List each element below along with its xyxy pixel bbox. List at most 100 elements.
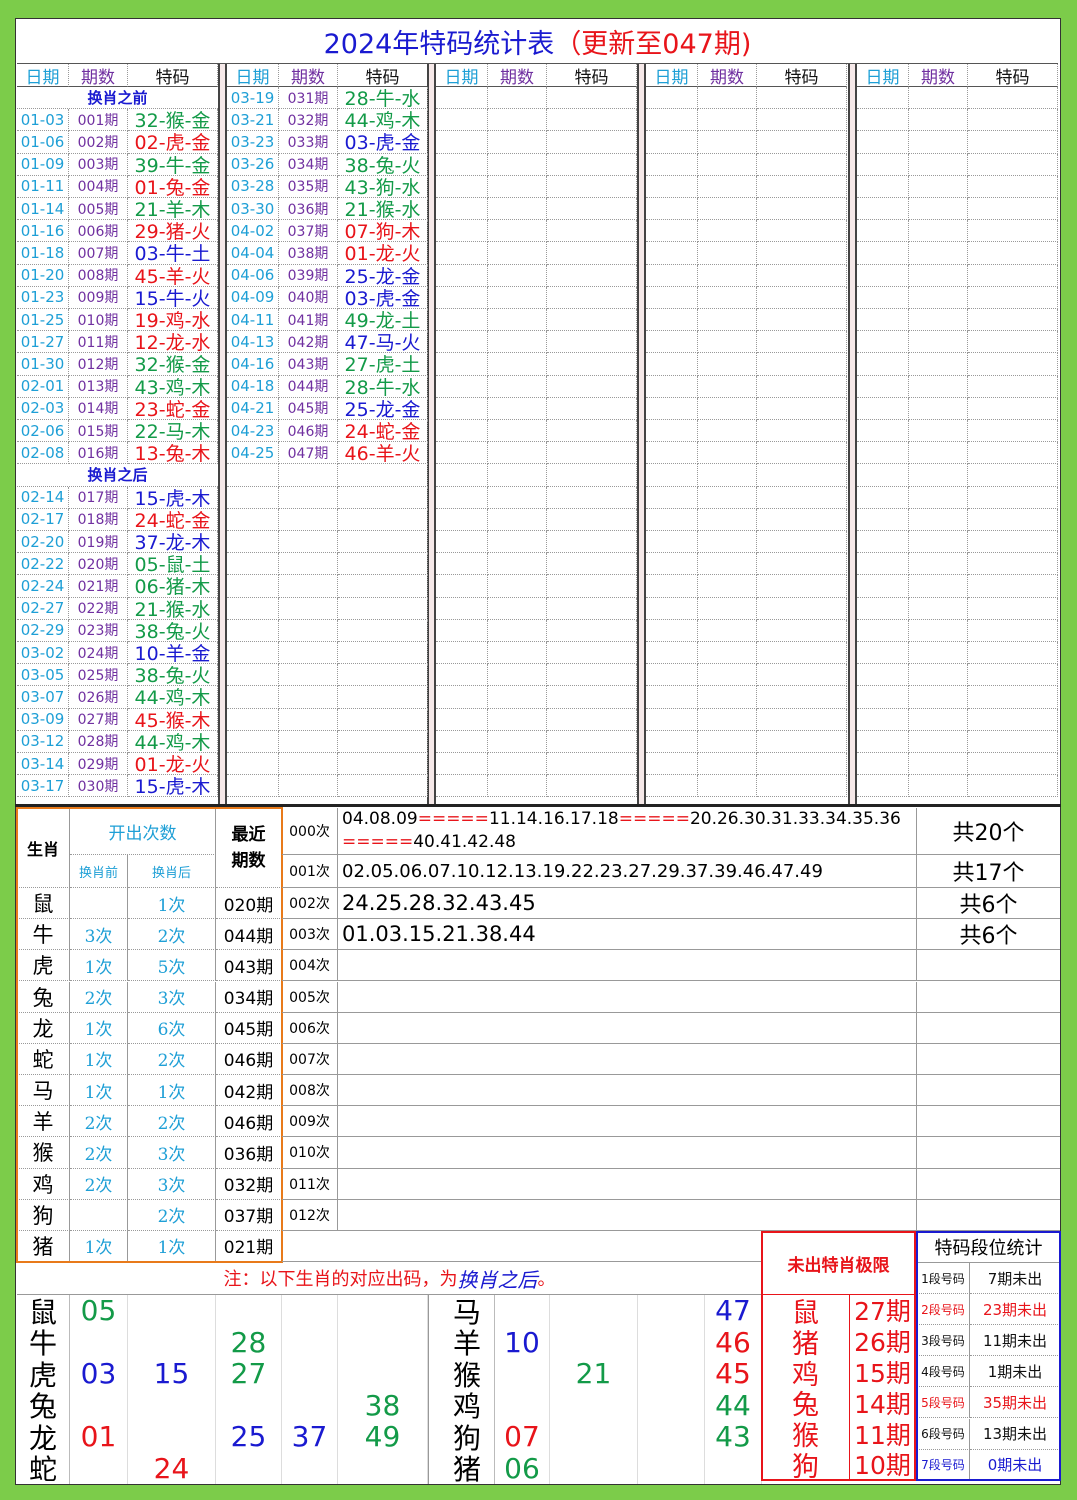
empty-cell bbox=[857, 309, 909, 332]
zodiac-label: 猪 bbox=[440, 1452, 495, 1484]
occurrence-label: 010次 bbox=[282, 1137, 338, 1169]
zodiac-number: 21 bbox=[550, 1358, 638, 1390]
empty-cell bbox=[436, 309, 488, 332]
empty-cell bbox=[909, 420, 968, 443]
record-issue: 029期 bbox=[69, 753, 128, 776]
empty-cell bbox=[279, 708, 338, 731]
empty-cell bbox=[547, 286, 637, 309]
stats-frame bbox=[16, 807, 283, 1263]
empty-cell bbox=[698, 442, 757, 465]
record-code: 32-猴-金 bbox=[128, 353, 218, 376]
record-issue: 014期 bbox=[69, 397, 128, 420]
zodiac: 羊 bbox=[17, 1106, 70, 1138]
count-before: 1次 bbox=[70, 950, 128, 982]
record-code: 39-牛-金 bbox=[128, 153, 218, 176]
empty-cell bbox=[909, 619, 968, 642]
record-date: 03-17 bbox=[17, 775, 69, 798]
empty-cell bbox=[698, 642, 757, 665]
column-header: 特码 bbox=[547, 64, 637, 87]
record-issue: 007期 bbox=[69, 242, 128, 265]
empty-cell bbox=[698, 597, 757, 620]
empty-cell bbox=[547, 686, 637, 709]
occurrence-label: 005次 bbox=[282, 981, 338, 1013]
zodiac-number: 47 bbox=[705, 1295, 762, 1327]
record-date: 01-20 bbox=[17, 264, 69, 287]
count-after: 2次 bbox=[128, 1199, 216, 1231]
column-divider bbox=[637, 64, 646, 806]
count-before: 1次 bbox=[70, 1012, 128, 1044]
number-list: 11.14.16.17.18 bbox=[488, 809, 619, 829]
occurrence-numbers bbox=[338, 1168, 917, 1200]
empty-cell bbox=[757, 686, 847, 709]
record-code: 25-龙-金 bbox=[338, 397, 428, 420]
record-issue: 027期 bbox=[69, 708, 128, 731]
empty-cell bbox=[968, 264, 1058, 287]
record-date: 02-03 bbox=[17, 397, 69, 420]
empty-cell bbox=[488, 87, 547, 110]
empty-cell bbox=[968, 420, 1058, 443]
empty-cell bbox=[698, 619, 757, 642]
empty-cell bbox=[757, 597, 847, 620]
record-date: 03-07 bbox=[17, 686, 69, 709]
empty-cell bbox=[227, 642, 279, 665]
occurrence-label: 003次 bbox=[282, 919, 338, 951]
empty-cell bbox=[128, 1326, 216, 1358]
zodiac-number: 25 bbox=[216, 1421, 282, 1453]
empty-cell bbox=[757, 198, 847, 221]
zodiac-number: 01 bbox=[70, 1421, 128, 1453]
empty-cell bbox=[909, 242, 968, 265]
record-issue: 047期 bbox=[279, 442, 338, 465]
empty-cell bbox=[909, 131, 968, 154]
record-date: 02-22 bbox=[17, 553, 69, 576]
empty-cell bbox=[698, 264, 757, 287]
record-issue: 013期 bbox=[69, 375, 128, 398]
empty-cell bbox=[338, 730, 428, 753]
zodiac: 马 bbox=[17, 1075, 70, 1107]
zodiac: 鸡 bbox=[17, 1168, 70, 1200]
empty-cell bbox=[909, 309, 968, 332]
empty-cell bbox=[216, 1452, 282, 1484]
empty-cell bbox=[436, 686, 488, 709]
zodiac-label: 猴 bbox=[440, 1358, 495, 1390]
empty-cell bbox=[279, 686, 338, 709]
record-code: 06-猪-木 bbox=[128, 575, 218, 598]
empty-cell bbox=[909, 664, 968, 687]
empty-cell bbox=[495, 1358, 550, 1390]
zodiac-label: 蛇 bbox=[17, 1452, 70, 1484]
empty-cell bbox=[698, 730, 757, 753]
empty-cell bbox=[968, 642, 1058, 665]
empty-cell bbox=[279, 575, 338, 598]
zodiac-label: 鼠 bbox=[17, 1295, 70, 1327]
header-after: 换肖后 bbox=[128, 855, 216, 888]
empty-cell bbox=[227, 708, 279, 731]
empty-cell bbox=[757, 264, 847, 287]
record-code: 12-龙-水 bbox=[128, 331, 218, 354]
column-header: 期数 bbox=[698, 64, 757, 87]
empty-cell bbox=[488, 198, 547, 221]
zodiac-number: 44 bbox=[705, 1389, 762, 1421]
number-list: 40.41.42.48 bbox=[413, 832, 516, 852]
empty-cell bbox=[698, 353, 757, 376]
zodiac-label: 虎 bbox=[17, 1358, 70, 1390]
empty-cell bbox=[646, 309, 698, 332]
occurrence-total: 共17个 bbox=[917, 855, 1060, 888]
empty-cell bbox=[279, 486, 338, 509]
segment-missing: 11期未出 bbox=[970, 1325, 1060, 1357]
count-after: 1次 bbox=[128, 1075, 216, 1107]
empty-cell bbox=[436, 708, 488, 731]
empty-cell bbox=[646, 109, 698, 132]
empty-cell bbox=[698, 753, 757, 776]
empty-cell bbox=[436, 508, 488, 531]
empty-cell bbox=[338, 642, 428, 665]
empty-cell bbox=[488, 420, 547, 443]
empty-cell bbox=[646, 153, 698, 176]
segment-label: 1段号码 bbox=[917, 1263, 970, 1295]
column-header: 特码 bbox=[757, 64, 847, 87]
empty-cell bbox=[909, 175, 968, 198]
empty-cell bbox=[436, 220, 488, 243]
record-issue: 004期 bbox=[69, 175, 128, 198]
zodiac-number: 24 bbox=[128, 1452, 216, 1484]
record-date: 03-19 bbox=[227, 87, 279, 110]
record-code: 21-猴-水 bbox=[128, 597, 218, 620]
